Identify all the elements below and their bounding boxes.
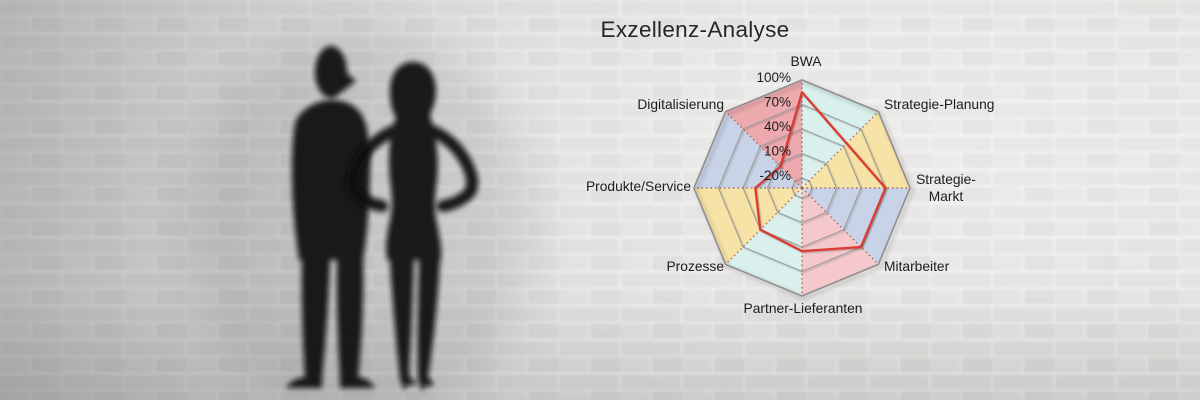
radar-outer-border [693, 79, 911, 297]
tick-label: 70% [764, 95, 791, 110]
tick-label: 10% [764, 144, 791, 159]
tick-label: -20% [759, 168, 791, 183]
man-silhouette-icon [286, 46, 375, 388]
axis-label-digitalisierung: Digitalisierung [637, 97, 724, 112]
axis-label-bwa: BWA [791, 54, 823, 69]
woman-silhouette-icon [346, 62, 479, 390]
axis-label-produkte-service: Produkte/Service [586, 179, 691, 194]
radar-grid-ring [717, 103, 887, 273]
radar-axis-spoke [725, 111, 803, 189]
chart-title: Exzellenz-Analyse [600, 17, 790, 42]
radar-data-polygon [754, 91, 887, 253]
radar-axis-spoke [801, 187, 879, 265]
axis-label-prozesse: Prozesse [666, 259, 724, 274]
axis-label-strategie-markt: Strategie-Markt [916, 172, 976, 204]
axis-label-mitarbeiter: Mitarbeiter [884, 259, 950, 274]
tick-label: 100% [756, 70, 791, 85]
tick-label: 40% [764, 119, 791, 134]
radar-axis-spoke [801, 111, 879, 189]
radar-axis-spoke [725, 187, 803, 265]
axis-label-strategie-planung: Strategie-Planung [884, 97, 994, 112]
axis-label-partner-lieferanten: Partner-Lieferanten [744, 301, 863, 316]
